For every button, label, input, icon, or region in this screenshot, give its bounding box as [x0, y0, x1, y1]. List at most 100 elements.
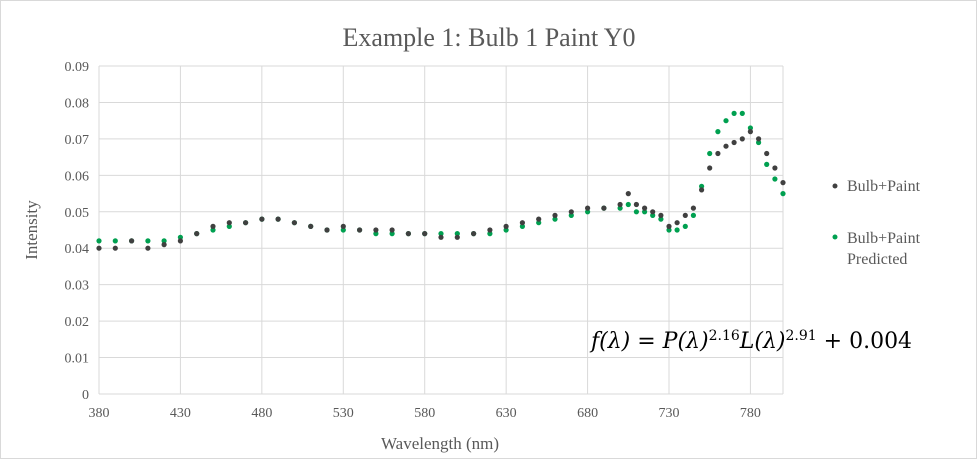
predicted-point — [633, 209, 640, 215]
y-tick-label: 0.08 — [65, 96, 90, 111]
predicted-point — [536, 220, 542, 226]
axes: 0 0.01 0.02 0.03 0.04 0.05 0.06 0.07 0.08 0.09 380… — [65, 60, 761, 421]
y-axis-title: Intensity — [22, 200, 41, 260]
predicted-point — [747, 125, 754, 131]
predicted-point — [373, 231, 379, 237]
predicted-point — [764, 161, 770, 167]
measured-point — [275, 216, 281, 222]
predicted-point — [739, 110, 745, 116]
predicted-point — [731, 110, 737, 116]
measured-point — [454, 234, 460, 240]
predicted-point — [625, 201, 631, 208]
series-measured — [96, 129, 786, 251]
legend-marker-measured — [832, 183, 838, 189]
measured-point — [422, 231, 428, 237]
predicted-point — [585, 209, 591, 215]
measured-point — [112, 245, 118, 251]
equation-mid: L(λ) — [739, 329, 786, 354]
predicted-point — [642, 209, 648, 215]
measured-point — [715, 150, 721, 157]
measured-point — [617, 201, 623, 208]
predicted-point — [723, 118, 729, 124]
series-predicted — [96, 110, 786, 244]
measured-point — [642, 205, 648, 211]
predicted-point — [519, 223, 526, 229]
predicted-point — [226, 223, 232, 229]
predicted-point — [756, 139, 762, 146]
equation-exp1: 2.16 — [709, 328, 740, 344]
measured-point — [536, 216, 542, 222]
x-tick-label: 380 — [89, 406, 110, 421]
equation-lhs: f(λ) = P(λ) — [589, 329, 709, 354]
measured-point — [194, 231, 200, 237]
measured-point — [259, 216, 265, 222]
measured-point — [707, 165, 713, 171]
equation-rhs: + 0.004 — [817, 329, 912, 354]
measured-point — [324, 227, 330, 233]
measured-point — [633, 201, 640, 208]
measured-point — [731, 139, 737, 146]
measured-point — [585, 205, 591, 211]
measured-point — [373, 227, 379, 233]
predicted-point — [715, 129, 721, 135]
predicted-point — [568, 212, 574, 218]
predicted-point — [650, 212, 656, 218]
measured-point — [438, 234, 444, 240]
x-tick-label: 580 — [414, 406, 435, 421]
predicted-point — [503, 227, 509, 233]
measured-point — [699, 187, 705, 193]
predicted-point — [210, 227, 216, 233]
x-tick-label: 530 — [333, 406, 354, 421]
predicted-point — [340, 227, 346, 233]
predicted-point — [666, 227, 672, 233]
measured-point — [747, 129, 754, 135]
measured-point — [519, 220, 526, 226]
measured-point — [177, 238, 183, 244]
predicted-point — [96, 238, 102, 244]
y-tick-label: 0.04 — [65, 242, 90, 257]
measured-point — [340, 223, 346, 229]
predicted-point — [617, 205, 623, 211]
measured-point — [210, 223, 216, 229]
measured-point — [674, 220, 680, 226]
measured-point — [243, 220, 249, 226]
x-tick-label: 630 — [496, 406, 517, 421]
y-tick-label: 0.07 — [65, 133, 90, 148]
x-axis-title: Wavelength (nm) — [381, 434, 499, 453]
y-tick-label: 0.01 — [65, 352, 90, 367]
predicted-point — [487, 231, 493, 237]
measured-point — [650, 209, 656, 215]
predicted-point — [772, 176, 778, 182]
y-tick-label: 0.05 — [65, 206, 90, 221]
measured-point — [161, 242, 167, 248]
x-tick-label: 730 — [659, 406, 680, 421]
legend-marker-predicted — [832, 234, 838, 240]
measured-point — [601, 205, 607, 211]
measured-point — [552, 212, 558, 218]
measured-point — [96, 245, 102, 251]
measured-point — [682, 212, 688, 218]
measured-point — [625, 191, 631, 197]
measured-point — [503, 223, 509, 229]
data-series — [96, 110, 786, 251]
measured-point — [389, 227, 395, 233]
measured-point — [739, 136, 745, 142]
y-tick-label: 0 — [82, 388, 89, 403]
predicted-point — [674, 227, 680, 233]
measured-point — [723, 143, 729, 149]
x-tick-label: 780 — [740, 406, 761, 421]
measured-point — [764, 150, 770, 157]
predicted-point — [658, 216, 664, 222]
measured-point — [129, 238, 135, 244]
equation-exp2: 2.91 — [785, 328, 816, 344]
predicted-point — [682, 223, 688, 229]
y-tick-label: 0.06 — [65, 169, 90, 184]
predicted-point — [707, 150, 713, 157]
predicted-point — [780, 191, 786, 197]
measured-point — [780, 180, 786, 186]
measured-point — [568, 209, 574, 215]
x-tick-label: 480 — [251, 406, 272, 421]
predicted-point — [699, 183, 705, 189]
